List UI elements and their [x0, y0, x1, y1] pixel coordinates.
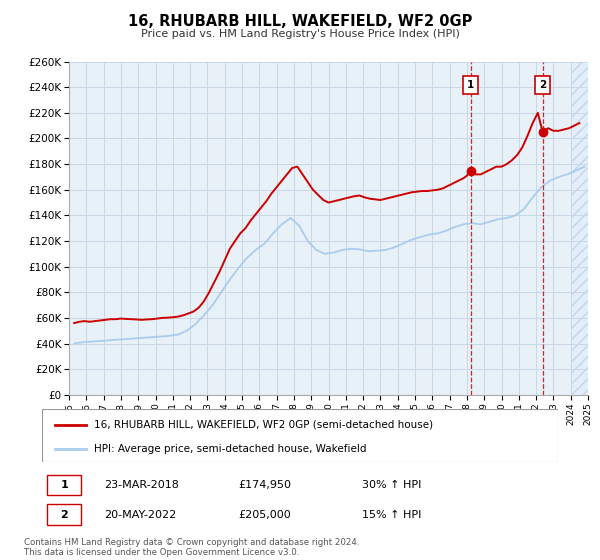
Text: 16, RHUBARB HILL, WAKEFIELD, WF2 0GP: 16, RHUBARB HILL, WAKEFIELD, WF2 0GP	[128, 14, 472, 29]
FancyBboxPatch shape	[47, 475, 80, 495]
Text: 16, RHUBARB HILL, WAKEFIELD, WF2 0GP (semi-detached house): 16, RHUBARB HILL, WAKEFIELD, WF2 0GP (se…	[94, 420, 433, 430]
Text: £174,950: £174,950	[238, 480, 291, 490]
Text: 1: 1	[467, 80, 475, 90]
Text: 23-MAR-2018: 23-MAR-2018	[104, 480, 179, 490]
Text: 2: 2	[61, 510, 68, 520]
Text: Contains HM Land Registry data © Crown copyright and database right 2024.: Contains HM Land Registry data © Crown c…	[24, 538, 359, 547]
FancyBboxPatch shape	[42, 409, 558, 462]
Text: 20-MAY-2022: 20-MAY-2022	[104, 510, 176, 520]
Text: 30% ↑ HPI: 30% ↑ HPI	[362, 480, 421, 490]
Text: This data is licensed under the Open Government Licence v3.0.: This data is licensed under the Open Gov…	[24, 548, 299, 557]
Text: 1: 1	[61, 480, 68, 490]
Text: 15% ↑ HPI: 15% ↑ HPI	[362, 510, 421, 520]
Text: £205,000: £205,000	[238, 510, 291, 520]
Text: HPI: Average price, semi-detached house, Wakefield: HPI: Average price, semi-detached house,…	[94, 444, 366, 454]
Text: 2: 2	[539, 80, 546, 90]
Text: Price paid vs. HM Land Registry's House Price Index (HPI): Price paid vs. HM Land Registry's House …	[140, 29, 460, 39]
FancyBboxPatch shape	[47, 505, 80, 525]
